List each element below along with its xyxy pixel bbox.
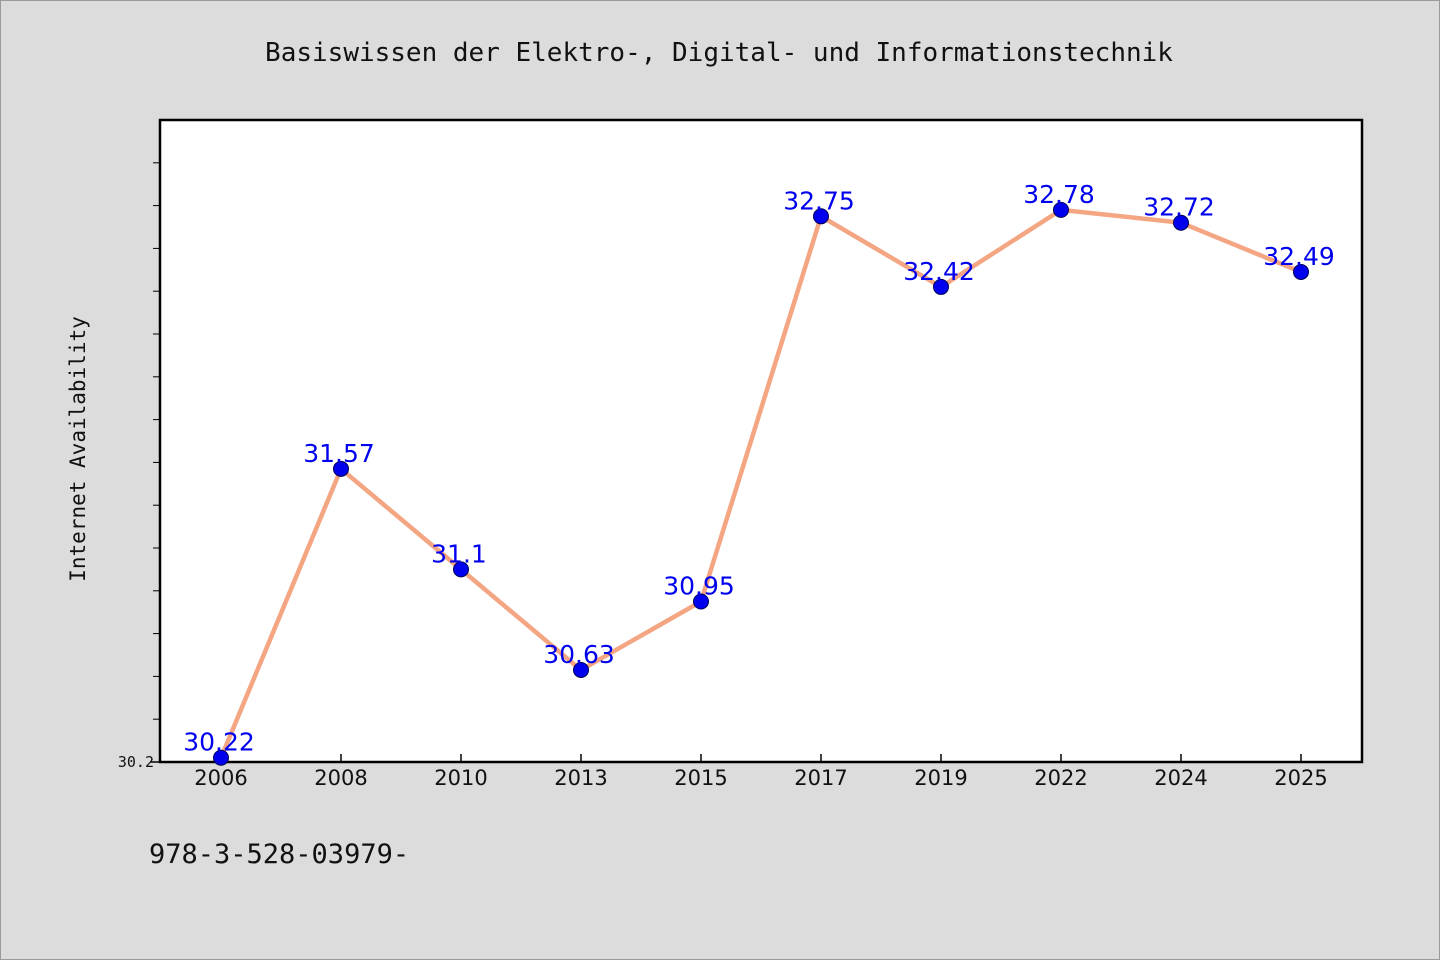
data-label-2006: 30.22 bbox=[183, 728, 255, 757]
data-point-2015 bbox=[693, 593, 709, 610]
data-label-2019: 32.42 bbox=[903, 257, 975, 286]
data-point-2025 bbox=[1293, 263, 1309, 280]
y-axis-label: Internet Availability bbox=[66, 316, 90, 582]
data-label-2017: 32.75 bbox=[783, 186, 855, 215]
x-tick-label-2025: 2025 bbox=[1274, 766, 1327, 790]
x-tick-label-2022: 2022 bbox=[1034, 766, 1087, 790]
series-group: 30.22 31.57 31.1 30.63 30.95 32.75 32.42 32.78 3… bbox=[183, 180, 1335, 766]
data-point-2019 bbox=[933, 278, 949, 295]
data-label-2013: 30.63 bbox=[543, 640, 615, 669]
x-tick-label-2013: 2013 bbox=[554, 766, 607, 790]
data-label-2010: 31.1 bbox=[431, 539, 487, 568]
data-label-2022: 32.78 bbox=[1023, 180, 1095, 209]
plot-area bbox=[158, 118, 1364, 764]
data-label-2008: 31.57 bbox=[303, 439, 375, 468]
data-label-2025: 32.49 bbox=[1263, 242, 1335, 271]
chart-title: Basiswissen der Elektro-, Digital- und I… bbox=[265, 38, 1173, 68]
x-tick-label-2017: 2017 bbox=[794, 766, 847, 790]
series-line-0 bbox=[218, 207, 1304, 760]
y-axis-ticks: 30.2 bbox=[118, 753, 160, 771]
x-tick-label-2010: 2010 bbox=[434, 766, 487, 790]
x-tick-label-2015: 2015 bbox=[674, 766, 727, 790]
data-point-2022 bbox=[1053, 201, 1069, 218]
data-point-2017 bbox=[813, 208, 829, 225]
data-point-2013 bbox=[573, 661, 589, 678]
x-tick-label-2008: 2008 bbox=[314, 766, 367, 790]
data-label-2015: 30.95 bbox=[663, 572, 735, 601]
x-tick-label-2019: 2019 bbox=[914, 766, 967, 790]
x-tick-label-2024: 2024 bbox=[1154, 766, 1207, 790]
footer-isbn: 978-3-528-03979- bbox=[149, 839, 409, 870]
x-axis-ticks: 2006 2008 2010 2013 2015 2017 2019 2022 2024 2025 bbox=[194, 754, 1328, 790]
data-point-2008 bbox=[333, 460, 349, 477]
y-tick-label-0: 30.2 bbox=[118, 753, 154, 771]
data-point-2010 bbox=[453, 561, 469, 578]
data-point-2024 bbox=[1173, 214, 1189, 231]
x-tick-label-2006: 2006 bbox=[194, 766, 247, 790]
data-point-2006 bbox=[213, 749, 229, 766]
data-label-2024: 32.72 bbox=[1143, 193, 1215, 222]
